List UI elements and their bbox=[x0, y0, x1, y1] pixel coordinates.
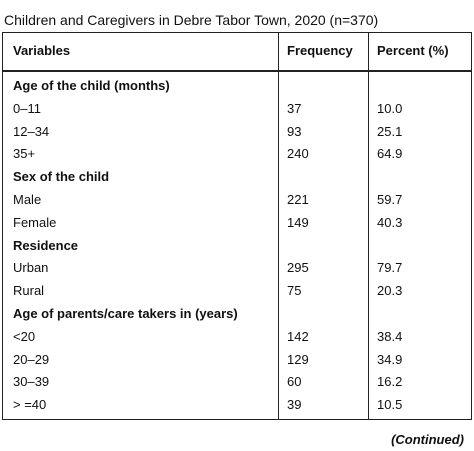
column-divider bbox=[368, 33, 369, 419]
cell: 221 bbox=[287, 192, 309, 207]
cell: 142 bbox=[287, 328, 309, 344]
cell: 37 bbox=[287, 100, 302, 116]
row-label: 12–34 bbox=[13, 123, 50, 139]
table-title: Children and Caregivers in Debre Tabor T… bbox=[4, 12, 379, 28]
section-label: Age of parents/care takers in (years) bbox=[13, 306, 238, 321]
cell: 10.0 bbox=[377, 100, 403, 116]
cell: 25.1 bbox=[377, 123, 403, 139]
header-rule bbox=[3, 70, 471, 72]
cell: 75 bbox=[287, 283, 302, 299]
cell: 64.9 bbox=[377, 146, 403, 162]
row-label: 20–29 bbox=[13, 351, 50, 367]
row-label: > =40 bbox=[13, 397, 47, 413]
cell: 16.2 bbox=[377, 374, 403, 390]
cell: 295 bbox=[287, 260, 309, 276]
cell: 240 bbox=[287, 146, 309, 162]
row-label: 30–39 bbox=[13, 374, 50, 390]
section-label: Sex of the child bbox=[13, 169, 110, 185]
column-header: Frequency bbox=[287, 43, 353, 58]
cell: 93 bbox=[287, 123, 302, 139]
cell: 60 bbox=[287, 374, 302, 390]
row-label: Rural bbox=[13, 283, 45, 299]
cell: 40.3 bbox=[377, 214, 403, 230]
row-label: <20 bbox=[13, 328, 36, 344]
cell: 79.7 bbox=[377, 260, 403, 276]
cell: 39 bbox=[287, 397, 302, 413]
column-divider bbox=[278, 33, 279, 419]
column-header: Percent (%) bbox=[377, 43, 449, 58]
row-label: Urban bbox=[13, 260, 49, 276]
cell: 59.7 bbox=[377, 192, 403, 207]
cell: 10.5 bbox=[377, 397, 403, 413]
cell: 149 bbox=[287, 214, 309, 230]
row-label: 35+ bbox=[13, 146, 36, 162]
cell: 34.9 bbox=[377, 351, 403, 367]
row-label: Female bbox=[13, 214, 57, 230]
cell: 38.4 bbox=[377, 328, 403, 344]
continued-note: (Continued) bbox=[391, 432, 464, 447]
row-label: 0–11 bbox=[13, 100, 41, 116]
row-label: Male bbox=[13, 192, 42, 207]
cell: 20.3 bbox=[377, 283, 403, 299]
table: Variables Frequency Percent (%) Age of the … bbox=[2, 32, 472, 420]
section-label: Age of the child (months) bbox=[13, 78, 170, 93]
column-header: Variables bbox=[13, 43, 71, 58]
cell: 129 bbox=[287, 351, 309, 367]
section-label: Residence bbox=[13, 237, 79, 253]
